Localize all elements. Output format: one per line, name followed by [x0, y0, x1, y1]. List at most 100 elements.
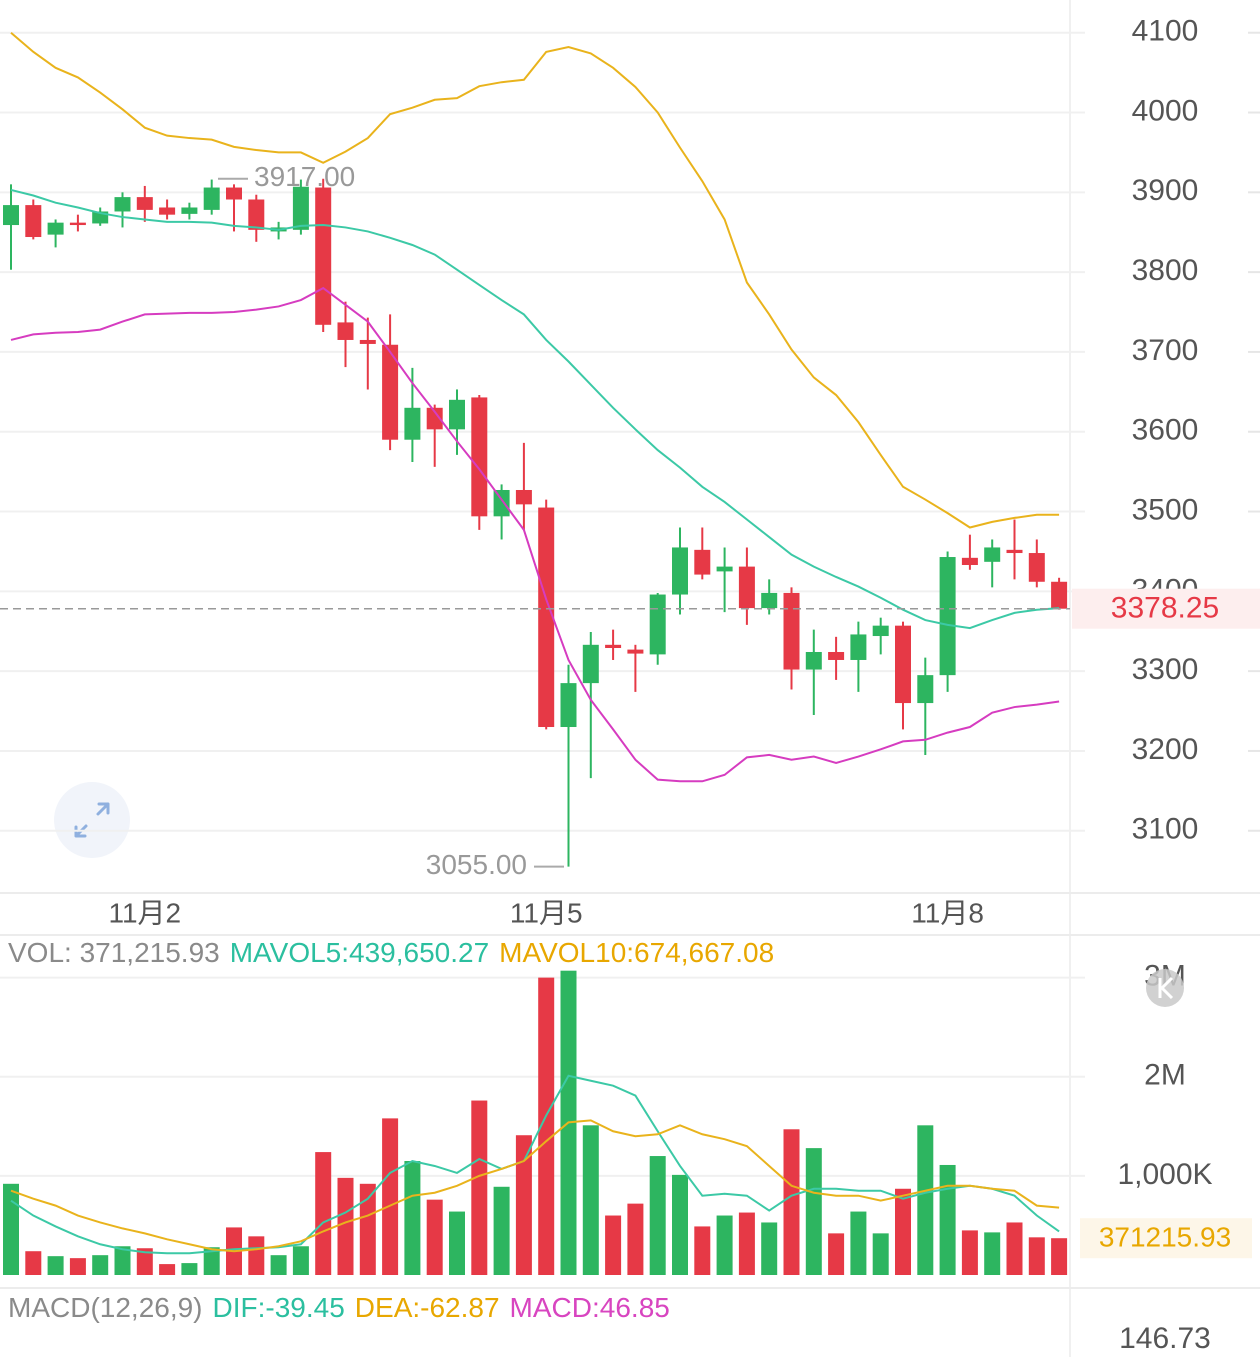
- y-tick-label: 4100: [1132, 15, 1199, 48]
- candle-body: [1028, 553, 1045, 582]
- legend: VOL: 371,215.93 MAVOL5:439,650.27 MAVOL10:…: [8, 937, 774, 968]
- volume-bar: [694, 1226, 711, 1275]
- y-tick-label: 3300: [1132, 653, 1199, 686]
- volume-bar: [872, 1233, 889, 1275]
- volume-bar: [270, 1255, 287, 1275]
- y-tick-label: 3200: [1132, 733, 1199, 766]
- volume-bar: [738, 1212, 755, 1275]
- volume-bar: [337, 1177, 354, 1275]
- volume-bar: [136, 1248, 153, 1275]
- candle-body: [538, 507, 555, 728]
- volume-bar: [649, 1156, 666, 1275]
- legend-entry: MACD(12,26,9): [8, 1292, 203, 1323]
- volume-bar: [1028, 1237, 1045, 1275]
- y-tick-label: 2M: [1144, 1059, 1186, 1092]
- y-tick-label: 4000: [1132, 94, 1199, 127]
- volume-bar: [672, 1174, 688, 1275]
- volume-bar: [984, 1232, 1001, 1275]
- candle-body: [828, 651, 845, 660]
- candle-body: [159, 207, 176, 215]
- candle-body: [694, 549, 711, 575]
- annotation: 3055.00: [426, 849, 527, 880]
- y-tick-label: 1,000K: [1117, 1158, 1212, 1191]
- volume-bar: [449, 1211, 465, 1275]
- candle-body: [181, 207, 198, 214]
- volume-bar: [404, 1161, 421, 1275]
- y-tick-label: 3800: [1132, 254, 1199, 287]
- annotation: 3917.00: [254, 161, 355, 192]
- volume-bar: [181, 1263, 198, 1275]
- collapse-icon[interactable]: [1158, 976, 1174, 1000]
- candle-body: [449, 399, 465, 430]
- collapse-button-bg[interactable]: [1146, 969, 1184, 1007]
- candle-body: [69, 222, 86, 226]
- candle-body: [3, 205, 19, 226]
- volume-bar: [895, 1188, 911, 1275]
- volume-bar: [69, 1258, 86, 1275]
- legend-entry: DEA:-62.87: [355, 1292, 500, 1323]
- volume-bar: [25, 1251, 42, 1275]
- candle-body: [872, 625, 889, 637]
- expand-button[interactable]: [54, 782, 130, 858]
- volume-bar: [761, 1222, 778, 1275]
- legend: MACD(12,26,9) DIF:-39.45 DEA:-62.87 MACD:46…: [8, 1292, 670, 1323]
- volume-bar: [315, 1152, 332, 1275]
- candle-body: [917, 675, 934, 704]
- candle-body: [738, 566, 755, 609]
- candle-body: [805, 651, 822, 670]
- volume-bar: [359, 1183, 376, 1275]
- x-tick-label: 11月2: [108, 897, 181, 928]
- candle-body: [1006, 549, 1023, 554]
- volume-bar: [627, 1203, 644, 1275]
- legend-entry: DIF:-39.45: [213, 1292, 345, 1323]
- volume-bar: [783, 1129, 800, 1275]
- x-tick-label: 11月5: [510, 897, 583, 928]
- candle-body: [515, 489, 532, 505]
- volume-bar: [92, 1255, 109, 1275]
- legend-entry: VOL: 371,215.93: [8, 937, 220, 968]
- volume-bar: [850, 1211, 867, 1275]
- last-volume-label: 371215.93: [1099, 1222, 1231, 1253]
- last-price-label: 3378.25: [1111, 592, 1219, 625]
- candle-body: [404, 407, 421, 440]
- candle-body: [582, 644, 599, 684]
- legend-entry: MAVOL5:439,650.27: [230, 937, 489, 968]
- volume-bar: [426, 1199, 443, 1275]
- volume-bar: [939, 1164, 956, 1275]
- candle-body: [605, 644, 622, 649]
- volume-bar: [582, 1125, 599, 1275]
- candle-body: [716, 566, 733, 572]
- collapse-button[interactable]: [1146, 969, 1184, 1007]
- volume-bar: [917, 1125, 934, 1275]
- band-line: [10, 286, 1060, 783]
- candle-body: [92, 211, 109, 224]
- candle-body: [292, 186, 309, 230]
- legend-entry: MACD:46.85: [510, 1292, 670, 1323]
- candle-body: [493, 489, 510, 517]
- y-tick-label: 3500: [1132, 493, 1199, 526]
- candle-body: [850, 634, 867, 660]
- volume-bar: [805, 1148, 822, 1275]
- volume-bar: [961, 1230, 978, 1275]
- expand-button-bg[interactable]: [54, 782, 130, 858]
- y-tick-label: 3600: [1132, 414, 1199, 447]
- candle-body: [203, 187, 220, 210]
- y-tick-label: 3900: [1132, 174, 1199, 207]
- candle-body: [761, 592, 778, 609]
- candle-body: [961, 557, 978, 566]
- volume-bar: [605, 1215, 622, 1275]
- candle-body: [672, 547, 688, 595]
- candle-body: [226, 187, 242, 200]
- y-tick-label: 3700: [1132, 334, 1199, 367]
- volume-bar: [1051, 1238, 1068, 1275]
- candle-body: [627, 649, 644, 654]
- volume-bar: [828, 1233, 845, 1275]
- y-tick-label: 3100: [1132, 813, 1199, 846]
- volume-bar: [47, 1256, 64, 1275]
- legend-entry: MAVOL10:674,667.08: [499, 937, 774, 968]
- candle-body: [248, 199, 265, 230]
- volume-bar: [382, 1118, 399, 1275]
- y-tick-label: 146.73: [1119, 1322, 1211, 1355]
